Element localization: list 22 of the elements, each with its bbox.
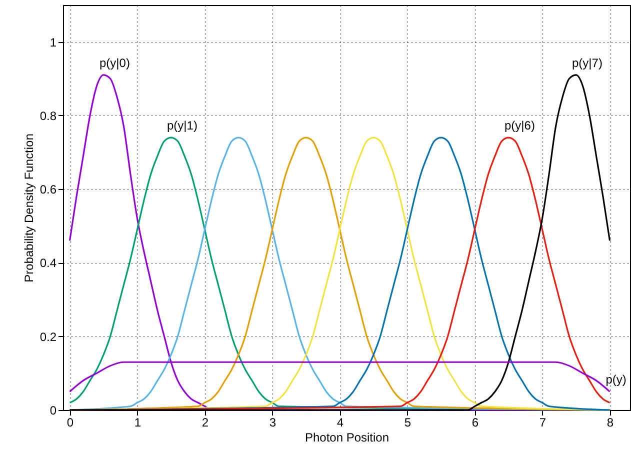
y-tick-label: 1 <box>50 35 57 50</box>
y-tick-label: 0 <box>50 404 57 418</box>
y-tick-label: 0.2 <box>40 330 57 344</box>
y-tick-label: 0.8 <box>40 108 57 123</box>
annotation: p(y) <box>606 372 626 387</box>
annotation: p(y|1) <box>167 118 198 133</box>
x-tick-label: 7 <box>539 416 546 430</box>
x-axis-title: Photon Position <box>304 430 390 444</box>
x-tick-label: 5 <box>404 416 412 430</box>
y-axis-title: Probability Density Function <box>22 134 36 282</box>
x-tick-label: 4 <box>336 416 344 430</box>
x-tick-label: 1 <box>134 416 142 430</box>
y-tick-label: 0.4 <box>40 256 57 270</box>
x-tick-label: 2 <box>202 416 209 430</box>
annotation: p(y|0) <box>100 56 130 70</box>
annotation: p(y|6) <box>504 118 535 133</box>
x-tick-label: 6 <box>472 416 479 430</box>
x-tick-label: 3 <box>269 416 276 430</box>
x-tick-label: 8 <box>606 416 614 430</box>
x-tick-label: 0 <box>66 416 74 430</box>
y-tick-label: 0.6 <box>40 182 57 197</box>
annotation: p(y|7) <box>572 56 602 70</box>
